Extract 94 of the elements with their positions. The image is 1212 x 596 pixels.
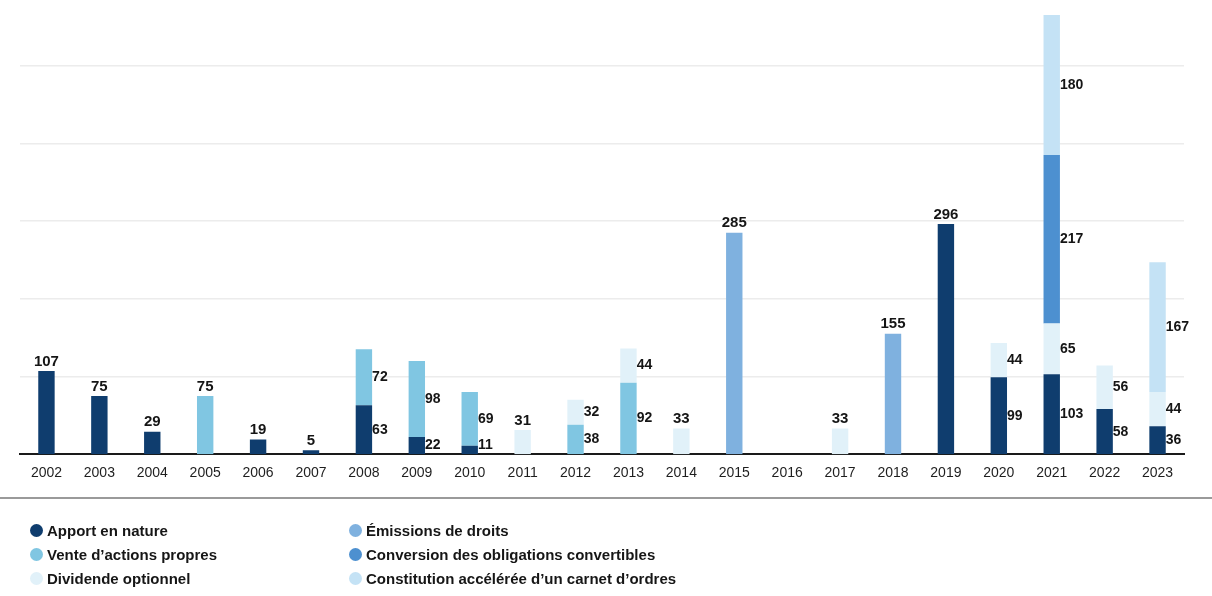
data-label: 65 [1059, 339, 1076, 356]
data-label: 217 [1059, 230, 1084, 247]
data-label: 44 [1007, 351, 1023, 367]
data-label: 19 [249, 420, 267, 438]
data-label: 296 [933, 204, 959, 222]
bar [937, 224, 955, 455]
data-label: 63 [372, 420, 388, 437]
data-label: 75 [196, 376, 214, 394]
bar [91, 395, 108, 455]
x-tick-label: 2016 [771, 464, 803, 481]
x-tick-label: 2021 [1036, 464, 1068, 481]
bar [196, 395, 214, 455]
bar [1043, 323, 1060, 375]
data-label: 31 [514, 410, 531, 428]
bar [1096, 365, 1113, 410]
x-tick-label: 2019 [930, 464, 962, 481]
bar [567, 424, 584, 455]
data-label: 33 [831, 409, 849, 427]
data-label: 155 [880, 314, 906, 332]
data-label: 99 [1007, 406, 1023, 423]
x-tick-label: 2003 [83, 464, 116, 481]
x-tick-label: 2006 [242, 464, 274, 481]
x-tick-label: 2013 [612, 464, 645, 481]
x-tick-label: 2020 [983, 464, 1015, 481]
bar [461, 445, 478, 455]
data-label: 38 [583, 430, 600, 447]
bar [461, 392, 478, 446]
bar [1043, 15, 1060, 155]
bar [567, 399, 584, 425]
legend-label: Vente d’actions propres [47, 545, 218, 563]
x-tick-label: 2010 [454, 464, 486, 481]
x-tick-label: 2023 [1141, 464, 1174, 481]
bar [990, 377, 1008, 455]
bar [673, 428, 690, 455]
legend-label: Conversion des obligations convertibles [366, 545, 656, 563]
legend-label: Émissions de droits [366, 521, 509, 539]
data-label: 33 [673, 409, 690, 427]
bar [1149, 426, 1166, 455]
bar [38, 371, 55, 455]
bar [514, 430, 531, 455]
x-tick-label: 2017 [824, 464, 856, 481]
bar [355, 349, 373, 406]
bar [1096, 409, 1113, 455]
bar [302, 450, 320, 455]
data-label: 72 [372, 368, 388, 385]
bar [831, 428, 849, 455]
bar [620, 348, 637, 383]
data-label: 36 [1165, 431, 1182, 448]
data-label: 75 [91, 376, 108, 394]
data-label: 103 [1059, 405, 1084, 422]
x-tick-label: 2002 [30, 464, 63, 481]
data-label: 56 [1112, 378, 1129, 395]
data-label: 285 [721, 213, 747, 231]
data-label: 92 [636, 409, 653, 426]
bar [884, 333, 902, 455]
bar [144, 431, 161, 455]
x-tick-label: 2022 [1089, 464, 1121, 481]
bar [990, 343, 1008, 378]
data-label: 44 [636, 356, 653, 373]
x-tick-label: 2011 [507, 464, 538, 481]
x-tick-label: 2018 [877, 464, 909, 481]
data-label: 29 [143, 412, 161, 430]
bar [408, 437, 426, 455]
bar [1149, 392, 1166, 427]
data-label: 22 [425, 436, 441, 453]
x-tick-label: 2012 [559, 464, 592, 481]
x-tick-label: 2015 [718, 464, 751, 481]
bar [1043, 374, 1060, 455]
bar [249, 439, 267, 455]
data-label: 98 [425, 389, 441, 406]
x-tick-label: 2004 [136, 464, 169, 481]
bar [1149, 262, 1166, 393]
data-label: 58 [1112, 422, 1129, 439]
legend-label: Dividende optionnel [47, 569, 191, 587]
bar [408, 360, 426, 438]
bar [620, 382, 637, 455]
data-label: 180 [1059, 75, 1084, 92]
bar [355, 405, 373, 455]
bar [726, 232, 743, 455]
bar [1043, 154, 1060, 324]
legend-label: Constitution accélérée d’un carnet d’ordres [366, 569, 677, 587]
data-label: 69 [477, 409, 494, 426]
x-tick-label: 2008 [348, 464, 380, 481]
data-label: 11 [477, 436, 493, 453]
data-label: 44 [1165, 399, 1182, 416]
x-tick-label: 2014 [665, 464, 698, 481]
legend-label: Apport en nature [47, 521, 168, 539]
x-tick-label: 2007 [295, 464, 327, 481]
data-label: 107 [33, 351, 59, 369]
data-label: 167 [1165, 317, 1190, 334]
data-label: 5 [306, 430, 316, 448]
data-label: 32 [583, 403, 600, 420]
x-tick-label: 2005 [189, 464, 221, 481]
x-tick-label: 2009 [401, 464, 433, 481]
